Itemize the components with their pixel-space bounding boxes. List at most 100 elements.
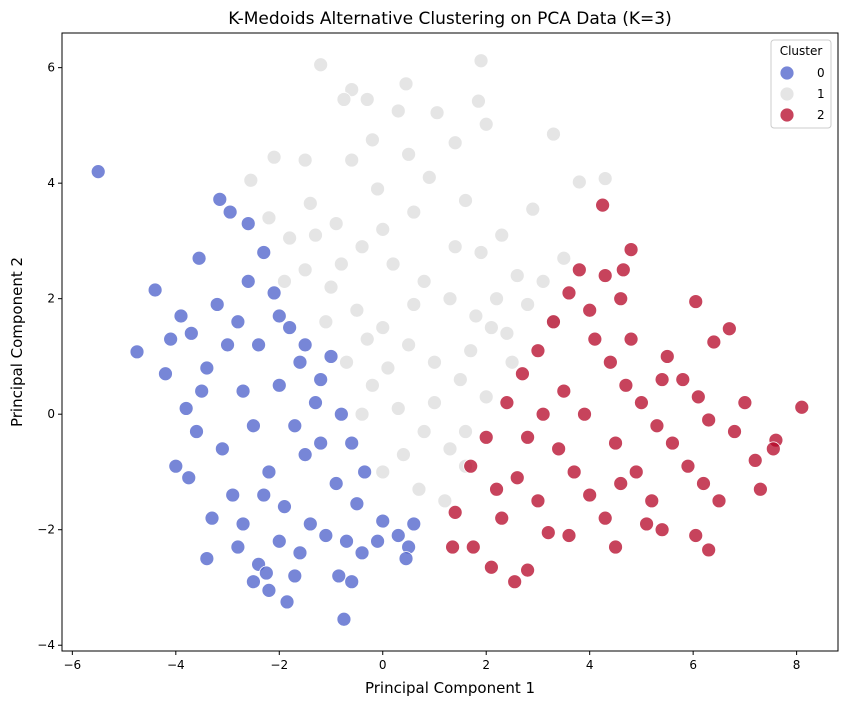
cluster-1-point — [328, 216, 344, 231]
y-axis-title: Principal Component 2 — [8, 257, 26, 427]
cluster-0-point — [398, 551, 414, 566]
cluster-1-point — [243, 172, 259, 188]
cluster-0-point — [261, 464, 277, 480]
cluster-2-point — [623, 242, 639, 257]
cluster-0-point — [178, 401, 194, 416]
cluster-1-point — [349, 302, 365, 318]
cluster-2-point — [688, 294, 704, 309]
cluster-0-point — [308, 395, 323, 411]
cluster-2-point — [582, 302, 598, 318]
cluster-0-point — [261, 582, 277, 598]
cluster-1-point — [266, 149, 282, 165]
cluster-0-point — [183, 325, 199, 341]
cluster-1-point — [375, 221, 391, 237]
cluster-0-point — [235, 383, 251, 399]
cluster-2-point — [465, 539, 481, 555]
legend-label: 0 — [817, 66, 825, 80]
cluster-1-point — [421, 169, 437, 185]
cluster-0-point — [406, 516, 422, 532]
cluster-0-point — [271, 377, 287, 393]
cluster-1-point — [468, 308, 484, 324]
cluster-1-point — [339, 354, 354, 370]
cluster-1-point — [354, 239, 370, 255]
cluster-0-point — [344, 574, 360, 590]
cluster-1-point — [442, 441, 458, 457]
cluster-1-point — [452, 372, 468, 387]
cluster-1-point — [473, 53, 489, 69]
cluster-1-point — [427, 354, 442, 370]
cluster-0-point — [344, 435, 360, 451]
cluster-1-point — [390, 401, 406, 416]
cluster-2-point — [577, 406, 592, 422]
cluster-1-point — [390, 103, 406, 119]
cluster-0-point — [258, 565, 274, 581]
cluster-0-point — [240, 216, 256, 231]
cluster-2-point — [608, 435, 623, 451]
cluster-2-point — [696, 476, 711, 491]
cluster-1-point — [429, 105, 445, 121]
cluster-1-point — [375, 320, 391, 335]
cluster-2-point — [595, 197, 611, 213]
cluster-0-point — [256, 245, 272, 260]
cluster-2-point — [597, 268, 613, 283]
cluster-0-point — [191, 250, 207, 266]
cluster-1-point — [277, 273, 292, 289]
cluster-2-point — [447, 504, 463, 520]
cluster-0-point — [147, 282, 163, 298]
legend-box — [770, 39, 832, 129]
cluster-2-point — [551, 441, 567, 457]
cluster-0-point — [318, 528, 334, 543]
cluster-2-point — [721, 321, 737, 337]
cluster-2-point — [623, 331, 639, 347]
chart-title: K-Medoids Alternative Clustering on PCA … — [228, 9, 672, 29]
cluster-1-point — [447, 239, 463, 255]
cluster-1-point — [398, 76, 414, 92]
cluster-2-point — [507, 574, 523, 590]
cluster-0-point — [240, 273, 256, 289]
cluster-0-point — [349, 496, 365, 512]
x-tick-label: −4 — [167, 658, 185, 672]
cluster-0-point — [357, 464, 373, 480]
cluster-2-point — [613, 291, 629, 307]
cluster-0-point — [251, 337, 266, 353]
cluster-0-point — [339, 533, 354, 549]
cluster-0-point — [390, 528, 406, 543]
cluster-1-point — [396, 447, 411, 463]
x-tick-label: 4 — [586, 658, 594, 672]
cluster-0-point — [173, 308, 189, 324]
x-tick-label: 2 — [482, 658, 490, 672]
cluster-0-point — [181, 470, 197, 486]
cluster-1-point — [427, 395, 442, 411]
cluster-2-point — [753, 481, 768, 497]
cluster-1-point — [336, 92, 352, 107]
cluster-1-point — [447, 135, 463, 151]
x-tick-label: 0 — [379, 658, 387, 672]
cluster-0-point — [256, 487, 272, 503]
points-layer — [90, 53, 810, 627]
cluster-1-point — [571, 174, 587, 190]
cluster-1-point — [333, 256, 349, 272]
cluster-2-point — [602, 354, 618, 370]
cluster-2-point — [530, 493, 546, 509]
cluster-2-point — [582, 487, 598, 503]
cluster-1-point — [499, 325, 515, 341]
cluster-1-point — [370, 181, 385, 197]
cluster-1-point — [380, 360, 396, 376]
cluster-0-point — [222, 204, 238, 220]
cluster-0-point — [328, 476, 344, 491]
cluster-0-point — [209, 297, 225, 312]
cluster-1-point — [308, 227, 323, 243]
cluster-1-point — [385, 256, 401, 272]
cluster-1-point — [437, 493, 453, 509]
cluster-0-point — [230, 539, 246, 555]
cluster-0-point — [313, 372, 329, 387]
legend-marker — [779, 86, 795, 102]
cluster-2-point — [701, 542, 717, 558]
cluster-0-point — [230, 314, 246, 330]
cluster-1-point — [364, 132, 380, 148]
cluster-0-point — [277, 499, 292, 515]
cluster-2-point — [711, 493, 727, 509]
cluster-2-point — [737, 395, 753, 411]
cluster-0-point — [271, 533, 287, 549]
cluster-0-point — [246, 574, 261, 590]
